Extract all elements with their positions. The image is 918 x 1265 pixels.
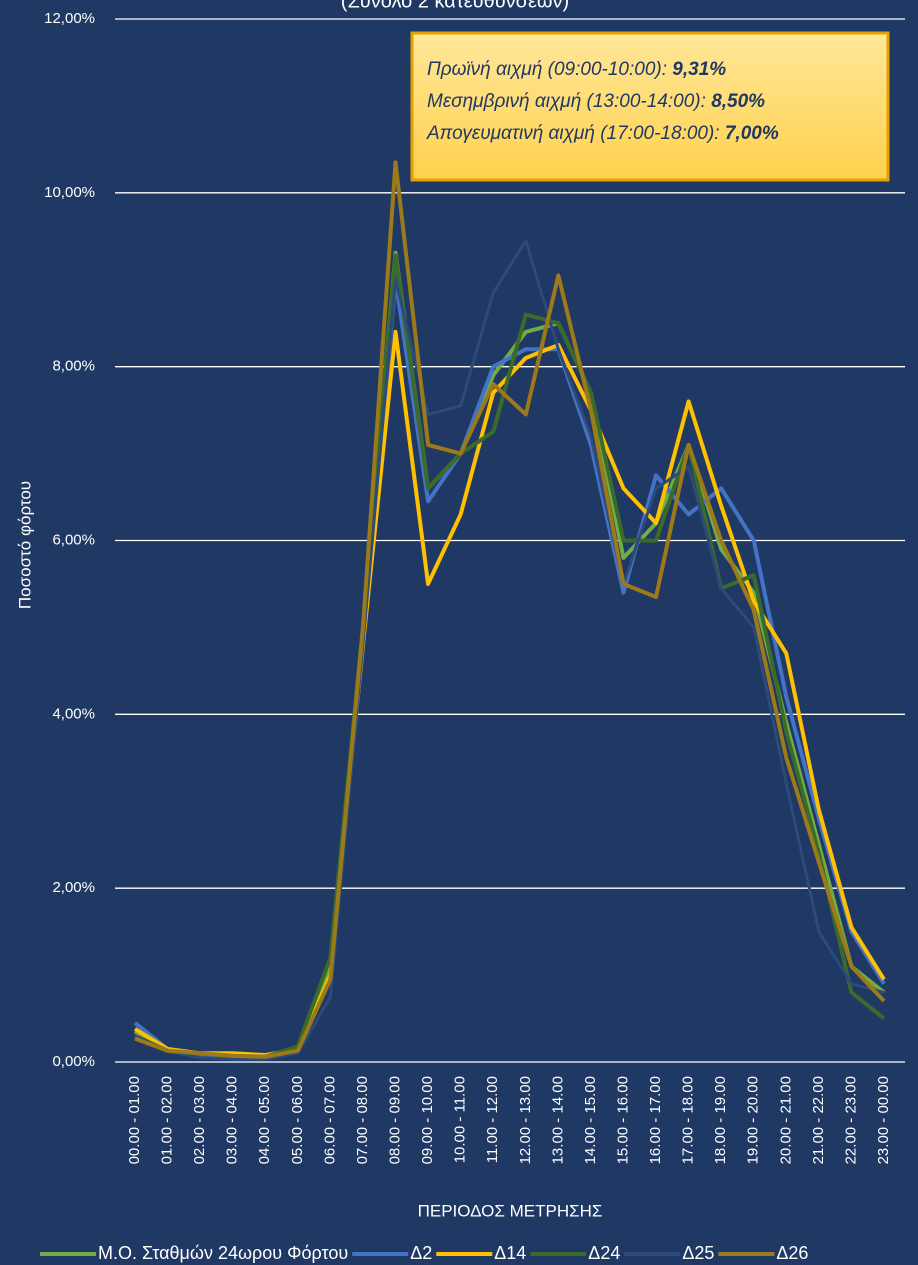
annotation-value: 9,31% (672, 59, 726, 80)
chart-title: (Σύνολο 2 κατευθύνσεων) (341, 0, 569, 12)
x-tick-label: 19.00 - 20.00 (745, 1076, 762, 1164)
x-tick-label: 05.00 - 06.00 (289, 1076, 306, 1164)
x-tick-label: 13.00 - 14.00 (549, 1076, 566, 1164)
legend-label: Μ.Ο. Σταθμών 24ωρου Φόρτου (98, 1243, 348, 1263)
x-tick-label: 03.00 - 04.00 (224, 1076, 241, 1164)
y-axis-title: Ποσοστό φόρτου (15, 481, 34, 609)
series-line (134, 253, 886, 1059)
x-tick-label: 04.00 - 05.00 (256, 1076, 273, 1164)
x-tick-label: 23.00 - 00.00 (875, 1076, 892, 1164)
y-tick-label: 10,00% (44, 184, 95, 201)
x-tick-label: 14.00 - 15.00 (582, 1076, 599, 1164)
x-tick-label: 00.00 - 01.00 (126, 1076, 143, 1164)
annotation-text: Μεσημβρινή αιχμή (13:00-14:00): (427, 91, 711, 112)
x-tick-label: 15.00 - 16.00 (614, 1076, 631, 1164)
x-tick-label: 02.00 - 03.00 (191, 1076, 208, 1164)
x-tick-label: 06.00 - 07.00 (321, 1076, 338, 1164)
series-line (134, 239, 885, 1061)
y-tick-label: 8,00% (52, 358, 95, 375)
annotation-box (410, 31, 890, 182)
x-tick-label: 22.00 - 23.00 (842, 1076, 859, 1164)
annotation: Πρωϊνή αιχμή (09:00-10:00): 9,31% (427, 59, 726, 80)
x-tick-label: 20.00 - 21.00 (777, 1076, 794, 1164)
annotation-text: Απογευματινή αιχμή (17:00-18:00): (426, 123, 725, 144)
legend-label: Δ25 (682, 1243, 714, 1263)
y-tick-label: 6,00% (52, 531, 95, 548)
y-tick-label: 12,00% (44, 10, 95, 27)
x-tick-label: 09.00 - 10.00 (419, 1076, 436, 1164)
annotation-value: 7,00% (725, 123, 779, 144)
x-tick-label: 07.00 - 08.00 (354, 1076, 371, 1164)
legend-label: Δ24 (588, 1243, 620, 1263)
x-tick-label: 17.00 - 18.00 (680, 1076, 697, 1164)
y-tick-label: 4,00% (52, 705, 95, 722)
series-line (134, 160, 886, 1059)
legend-label: Δ26 (776, 1243, 808, 1263)
annotation-value: 8,50% (711, 91, 765, 112)
x-tick-label: 16.00 - 17.00 (647, 1076, 664, 1164)
y-tick-label: 2,00% (52, 879, 95, 896)
x-tick-label: 08.00 - 09.00 (386, 1076, 403, 1164)
annotation-text: Πρωϊνή αιχμή (09:00-10:00): (427, 59, 672, 80)
x-tick-label: 18.00 - 19.00 (712, 1076, 729, 1164)
x-tick-label: 10.00 - 11.00 (452, 1076, 469, 1163)
x-axis-title: ΠΕΡΙΟΔΟΣ ΜΕΤΡΗΣΗΣ (418, 1201, 603, 1220)
legend-label: Δ2 (410, 1243, 432, 1263)
y-tick-label: 0,00% (52, 1053, 95, 1070)
x-tick-label: 11.00 - 12.00 (484, 1076, 501, 1163)
annotation: Απογευματινή αιχμή (17:00-18:00): 7,00% (426, 123, 779, 144)
x-tick-label: 21.00 - 22.00 (810, 1076, 827, 1164)
annotation: Μεσημβρινή αιχμή (13:00-14:00): 8,50% (427, 91, 765, 112)
x-tick-label: 01.00 - 02.00 (159, 1076, 176, 1164)
x-tick-label: 12.00 - 13.00 (517, 1076, 534, 1164)
legend-label: Δ14 (494, 1243, 526, 1263)
